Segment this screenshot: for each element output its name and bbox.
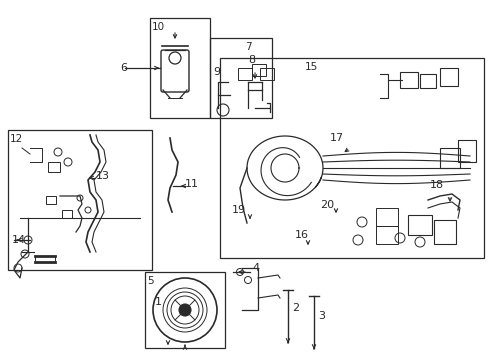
Bar [439, 68, 457, 86]
Text: 19: 19 [231, 205, 245, 215]
Text: 17: 17 [329, 133, 344, 143]
Text: 20: 20 [319, 200, 333, 210]
Bar [46, 196, 56, 204]
Text: 3: 3 [317, 311, 325, 321]
Text: 7: 7 [244, 42, 251, 52]
Bar [375, 226, 397, 244]
Text: 11: 11 [184, 179, 199, 189]
Text: 14: 14 [12, 235, 26, 245]
Text: 2: 2 [291, 303, 299, 313]
Text: 16: 16 [294, 230, 308, 240]
Circle shape [179, 304, 191, 316]
Bar [238, 68, 251, 80]
Text: 15: 15 [305, 62, 318, 72]
Bar [8, 130, 152, 270]
Bar [145, 272, 224, 348]
Bar [399, 72, 417, 88]
Bar [251, 64, 265, 76]
Text: 5: 5 [147, 276, 153, 286]
Bar [439, 148, 459, 168]
Text: 18: 18 [429, 180, 443, 190]
Bar [220, 58, 483, 258]
Text: 8: 8 [247, 55, 255, 65]
Text: 6: 6 [120, 63, 127, 73]
Text: 13: 13 [96, 171, 110, 181]
Bar [150, 18, 209, 118]
Bar [433, 220, 455, 244]
Text: 1: 1 [155, 297, 162, 307]
Text: 10: 10 [152, 22, 165, 32]
Text: 4: 4 [251, 263, 259, 273]
Bar [48, 162, 60, 172]
Text: 12: 12 [10, 134, 23, 144]
Bar [62, 210, 72, 218]
Text: 9: 9 [213, 67, 220, 77]
Bar [209, 38, 271, 118]
Bar [260, 68, 273, 80]
Bar [407, 215, 431, 235]
Bar [457, 140, 475, 162]
Bar [419, 74, 435, 88]
Bar [375, 208, 397, 226]
